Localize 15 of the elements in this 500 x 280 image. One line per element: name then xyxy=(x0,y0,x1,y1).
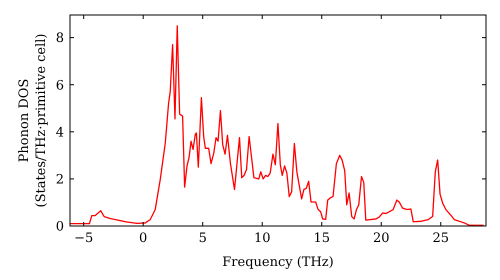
y-tick-label: 8 xyxy=(56,31,64,46)
y-tick-label: 6 xyxy=(56,78,64,94)
x-tick-label: 25 xyxy=(432,231,450,246)
y-tick-label: 2 xyxy=(56,172,64,188)
x-tick-label: 20 xyxy=(372,231,390,246)
x-axis-title: Frequency (THz) xyxy=(222,255,334,270)
x-tick-label: 10 xyxy=(254,231,270,246)
y-axis-title: Phonon DOS (States/THz·primitive cell) xyxy=(17,33,49,208)
x-tick-label: −5 xyxy=(74,231,94,246)
line-series xyxy=(70,25,484,226)
x-tick-label: 15 xyxy=(313,231,330,246)
y-tick-label: 4 xyxy=(56,125,64,140)
x-tick-label: 5 xyxy=(198,231,207,246)
x-tick-label: 0 xyxy=(139,231,148,246)
y-tick-label: 0 xyxy=(56,220,64,235)
